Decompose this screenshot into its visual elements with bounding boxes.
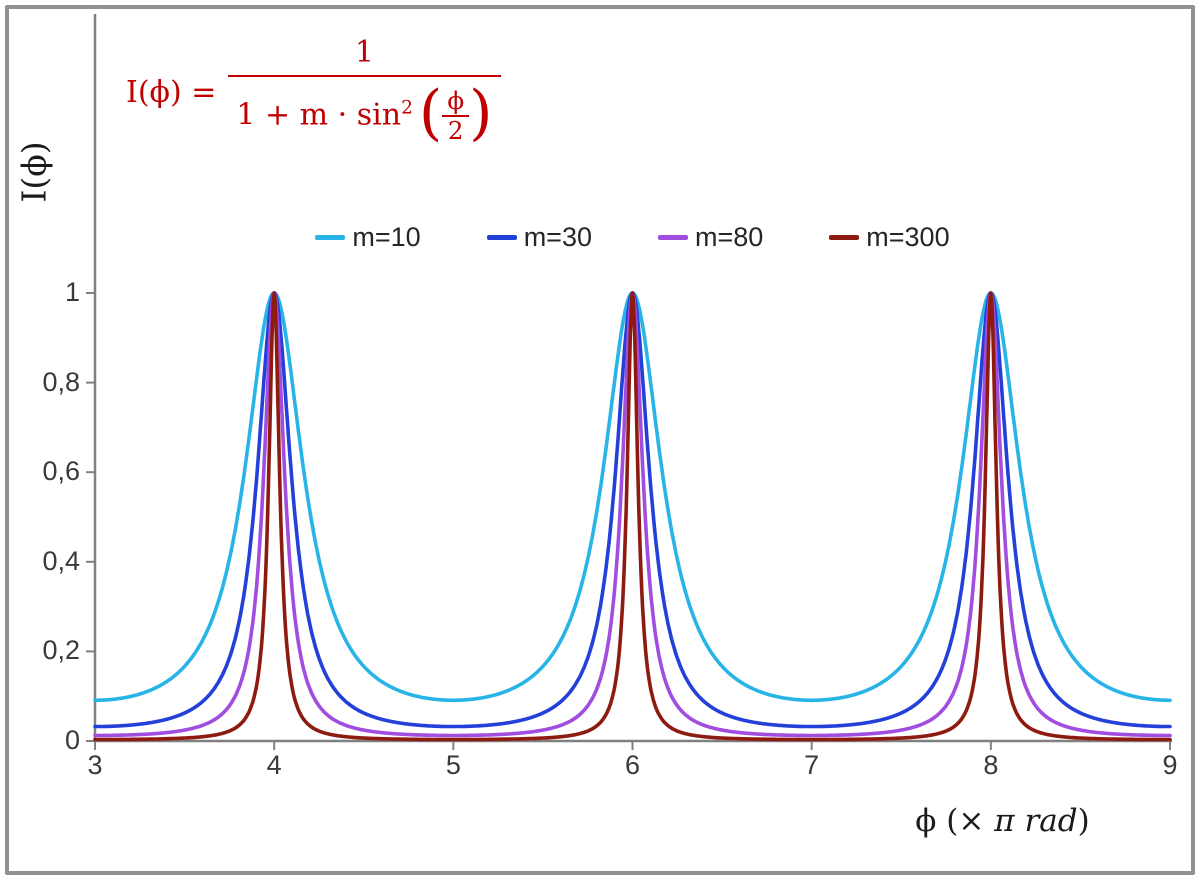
x-axis-title-unit: π rad <box>994 803 1078 839</box>
x-axis-title-close: ) <box>1077 803 1090 839</box>
legend-swatch <box>315 235 346 240</box>
legend: m=10 m=30 m=80 m=300 <box>95 222 1170 253</box>
series-m=80 <box>93 291 1172 738</box>
inner-numerator: ϕ <box>442 88 470 117</box>
legend-swatch <box>829 235 860 240</box>
formula-prefix: I(ϕ) = <box>126 75 217 110</box>
x-tick-label: 9 <box>1162 750 1178 780</box>
legend-label: m=300 <box>866 222 950 252</box>
formula-exponent: 2 <box>401 97 413 118</box>
y-tick-label: 0,2 <box>42 635 80 666</box>
x-tick-label: 3 <box>87 750 103 780</box>
y-tick-label: 0 <box>64 725 80 755</box>
y-axis-title: I(ϕ) <box>14 141 54 203</box>
x-tick-label: 8 <box>983 750 999 780</box>
formula-denominator-text: 1 + m · sin <box>236 97 402 132</box>
legend-item: m=80 <box>657 222 764 253</box>
legend-label: m=80 <box>694 222 764 252</box>
formula-denominator: 1 + m · sin2 (ϕ 2) <box>228 77 500 151</box>
series-m=30 <box>93 291 1172 729</box>
inner-denominator: 2 <box>447 116 464 145</box>
legend-item: m=300 <box>829 222 950 253</box>
close-paren: ) <box>469 77 493 148</box>
x-tick-label: 6 <box>624 750 641 780</box>
x-tick-label: 7 <box>804 750 820 780</box>
legend-swatch <box>486 235 517 240</box>
legend-item: m=30 <box>486 222 592 253</box>
legend-label: m=30 <box>523 222 592 252</box>
legend-label: m=10 <box>352 222 421 252</box>
y-tick-label: 0,8 <box>42 366 80 397</box>
x-tick-label: 5 <box>445 750 461 780</box>
legend-swatch <box>657 235 688 240</box>
formula-annotation: I(ϕ) = 1 1 + m · sin2 (ϕ 2) <box>126 35 501 151</box>
y-tick-label: 0,4 <box>42 545 80 576</box>
y-tick-label: 0,6 <box>42 456 80 487</box>
x-axis-title-symbol: ϕ (× <box>915 803 995 839</box>
y-tick-label: 1 <box>64 277 80 307</box>
x-axis-title: ϕ (× π rad) <box>830 803 1175 839</box>
formula-numerator: 1 <box>228 35 501 77</box>
legend-item: m=10 <box>315 222 421 253</box>
x-tick-label: 4 <box>266 750 282 780</box>
series-m=300 <box>93 291 1172 742</box>
open-paren: ( <box>418 77 443 148</box>
